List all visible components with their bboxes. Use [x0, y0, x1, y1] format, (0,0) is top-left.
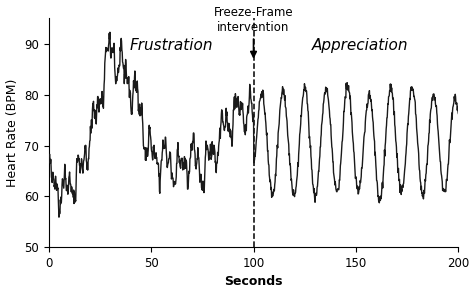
Text: Appreciation: Appreciation: [312, 39, 408, 54]
Y-axis label: Heart Rate (BPM): Heart Rate (BPM): [6, 78, 19, 187]
Text: Freeze-Frame
intervention: Freeze-Frame intervention: [214, 6, 294, 34]
Text: Frustration: Frustration: [130, 39, 213, 54]
X-axis label: Seconds: Seconds: [224, 275, 283, 288]
